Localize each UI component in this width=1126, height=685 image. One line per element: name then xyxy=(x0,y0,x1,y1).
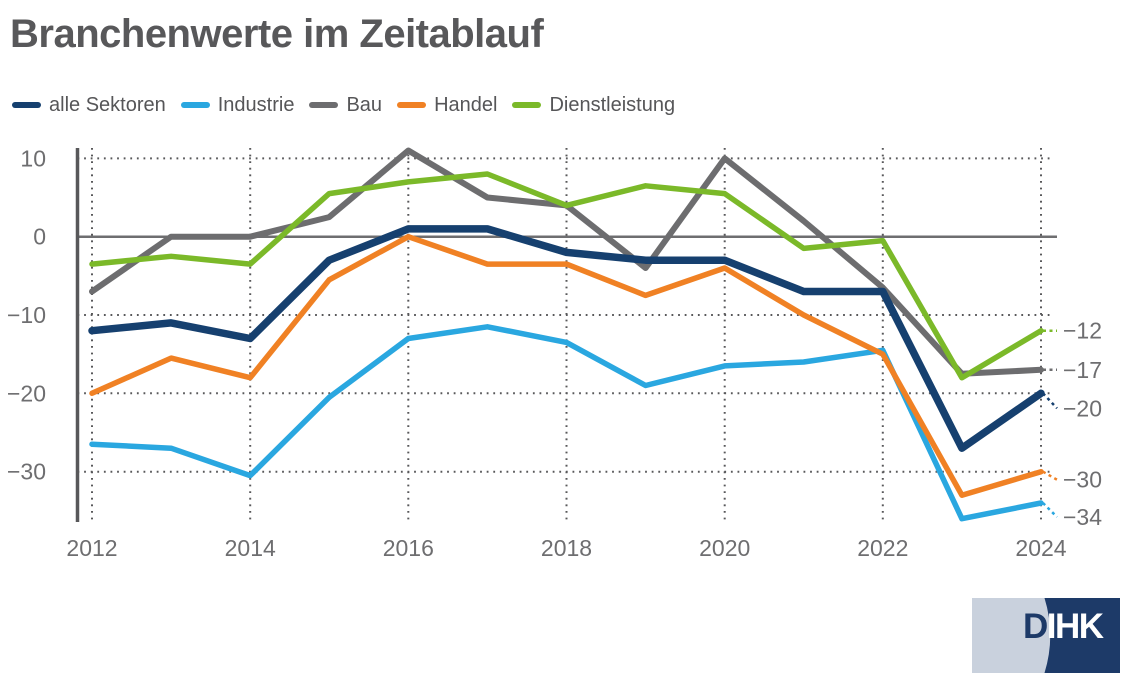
legend-label: Handel xyxy=(434,93,498,116)
x-tick-label: 2022 xyxy=(857,535,908,561)
series-handel xyxy=(89,233,1044,498)
series-alle-sektoren xyxy=(88,225,1045,452)
legend-swatch-handel xyxy=(397,102,427,108)
x-tick-label: 2014 xyxy=(225,535,276,561)
legend: alle Sektoren Industrie Bau Handel Dienstlei… xyxy=(12,92,690,118)
legend-item-industrie: Industrie xyxy=(180,93,295,117)
logo-letters-ihk: IHK xyxy=(1047,607,1104,646)
legend-swatch-dienstleistung xyxy=(512,102,542,108)
dihk-logo-graphic: DIHK xyxy=(972,598,1120,673)
legend-swatch-bau xyxy=(309,102,339,108)
legend-item-dienstleistung: Dienstleistung xyxy=(512,94,675,117)
legend-label: Bau xyxy=(346,93,383,116)
y-tick-label: −30 xyxy=(7,459,46,485)
end-value-label-handel: −30 xyxy=(1063,467,1102,493)
end-value-label-bau: −17 xyxy=(1063,357,1102,383)
legend-item-bau: Bau xyxy=(309,94,382,117)
legend-swatch-industrie xyxy=(180,102,210,108)
logo-letter-d: D xyxy=(1023,607,1047,646)
end-value-label-alle-sektoren: −20 xyxy=(1063,395,1102,421)
end-value-label-industrie: −34 xyxy=(1063,504,1102,530)
series-dienstleistung xyxy=(89,171,1044,381)
legend-label: Dienstleistung xyxy=(549,93,676,116)
logo-dark-field xyxy=(1044,598,1120,673)
y-tick-label: 0 xyxy=(33,224,46,250)
end-leader-industrie xyxy=(1042,502,1058,518)
chart-title: Branchenwerte im Zeitablauf xyxy=(10,12,544,56)
x-tick-label: 2012 xyxy=(66,535,117,561)
x-tick-label: 2020 xyxy=(699,535,750,561)
x-tick-label: 2018 xyxy=(541,535,592,561)
logo-text: DIHK xyxy=(1023,607,1104,646)
x-tick-label: 2024 xyxy=(1015,535,1066,561)
legend-item-alle-sektoren: alle Sektoren xyxy=(12,94,166,117)
legend-label: Industrie xyxy=(217,93,295,116)
y-tick-label: −10 xyxy=(7,302,46,328)
end-value-label-dienstleistung: −12 xyxy=(1063,318,1102,344)
end-leader-handel xyxy=(1042,470,1058,481)
end-leader-alle-sektoren xyxy=(1042,392,1058,410)
dihk-logo: DIHK xyxy=(972,598,1120,673)
y-tick-label: 10 xyxy=(20,145,46,171)
legend-swatch-alle-sektoren xyxy=(12,102,41,108)
y-tick-label: −20 xyxy=(7,380,46,406)
legend-label: alle Sektoren xyxy=(49,93,166,116)
legend-item-handel: Handel xyxy=(397,94,497,117)
x-tick-label: 2016 xyxy=(383,535,434,561)
series-industrie xyxy=(89,324,1044,522)
